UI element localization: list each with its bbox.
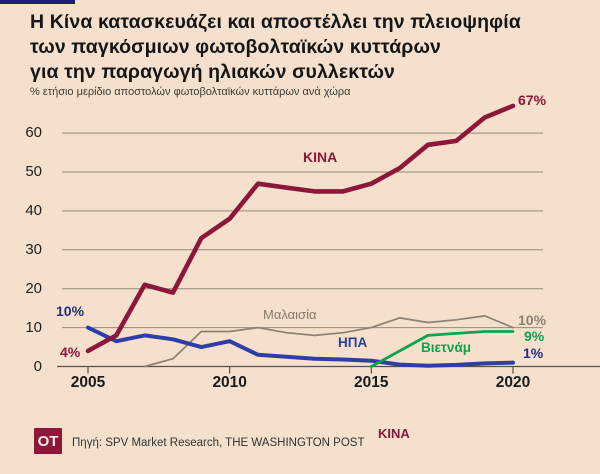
value-label-vietnam-end: 9% [524,328,545,344]
y-tick-30: 30 [25,240,42,258]
value-label-usa-start: 10% [56,303,85,319]
y-tick-50: 50 [25,163,42,180]
x-tick-2010: 2010 [212,374,247,391]
source-text: Πηγή: SPV Market Research, THE WASHINGTO… [72,437,365,449]
value-label-china-start: 4% [60,344,81,360]
title-line-1: Η Κίνα κατασκευάζει και αποστέλλει την π… [30,11,521,33]
series-label-vietnam: Βιετνάμ [421,340,471,355]
series-line-vietnam [369,330,515,368]
ot-logo: OT [34,428,62,454]
series-label-usa: ΗΠΑ [338,335,368,350]
x-tick-2015: 2015 [354,374,389,391]
page-title: Η Κίνα κατασκευάζει και αποστέλλει την π… [30,10,590,85]
x-tick-2020: 2020 [495,374,531,391]
y-tick-60: 60 [25,124,42,142]
series-line-china [85,103,516,354]
title-line-3: για την παραγωγή ηλιακών συλλεκτών [30,61,395,83]
series-line-usa [86,325,515,368]
title-line-2: των παγκόσμιων φωτοβολταϊκών κυττάρων [30,36,441,58]
series-label-malaysia: Μαλαισία [263,307,317,322]
value-label-china-end: 67% [518,92,547,108]
value-label-malaysia-end: 10% [518,312,547,328]
brand-accent-bar [0,0,75,4]
y-tick-40: 40 [25,201,42,219]
y-tick-10: 10 [25,318,42,336]
y-tick-0: 0 [33,357,42,375]
series-line-malaysia [143,315,514,368]
series-label-china: ΚΙΝΑ [303,149,338,165]
chart-subtitle: % ετήσιο μερίδιο αποστολών φωτοβολταϊκών… [30,86,351,98]
value-label-usa-end: 1% [523,345,544,361]
footer-legend-china: ΚΙΝΑ [378,426,410,441]
y-tick-20: 20 [25,279,42,297]
x-tick-2005: 2005 [70,374,106,391]
